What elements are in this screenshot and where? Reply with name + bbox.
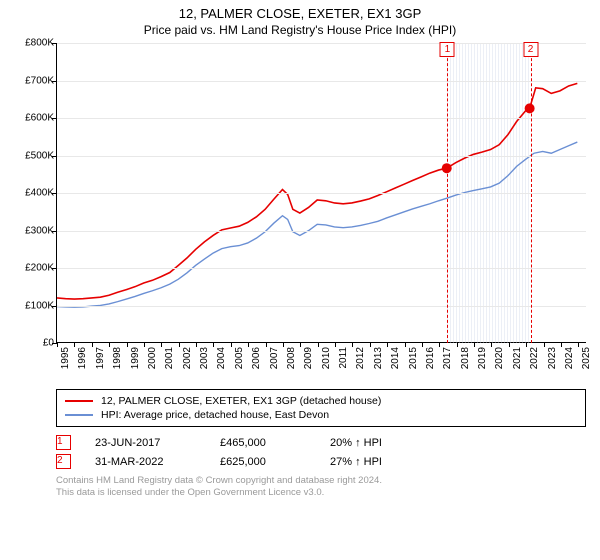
footer: Contains HM Land Registry data © Crown c… xyxy=(56,475,586,500)
y-tick-label: £300K xyxy=(25,225,54,236)
y-tick-label: £500K xyxy=(25,150,54,161)
x-tick-label: 1996 xyxy=(77,347,88,369)
x-tick-label: 2020 xyxy=(494,347,505,369)
legend-label: 12, PALMER CLOSE, EXETER, EX1 3GP (detac… xyxy=(101,395,381,407)
y-tick-label: £800K xyxy=(25,38,54,49)
legend-swatch xyxy=(65,414,93,416)
sale-hpi: 27% ↑ HPI xyxy=(330,456,470,468)
x-tick-label: 2014 xyxy=(390,347,401,369)
y-tick-label: £600K xyxy=(25,113,54,124)
x-tick-label: 2025 xyxy=(581,347,592,369)
plot: 12 xyxy=(56,43,586,343)
x-tick-label: 2006 xyxy=(251,347,262,369)
x-tick-label: 1997 xyxy=(95,347,106,369)
x-tick-label: 2010 xyxy=(321,347,332,369)
y-axis: £0£100K£200K£300K£400K£500K£600K£700K£80… xyxy=(10,43,56,343)
x-tick-label: 2011 xyxy=(338,347,349,369)
chart-title: 12, PALMER CLOSE, EXETER, EX1 3GP xyxy=(10,6,590,21)
y-tick-label: £400K xyxy=(25,188,54,199)
x-tick-label: 2021 xyxy=(512,347,523,369)
sale-row: 2 31-MAR-2022£625,00027% ↑ HPI xyxy=(56,454,586,469)
sale-marker-line xyxy=(531,43,532,343)
x-tick-label: 2016 xyxy=(425,347,436,369)
series-line xyxy=(57,83,577,299)
x-tick-label: 2001 xyxy=(164,347,175,369)
sale-marker-box: 2 xyxy=(523,42,538,57)
sales-table: 1 23-JUN-2017£465,00020% ↑ HPI 2 31-MAR-202… xyxy=(56,435,586,469)
x-tick-label: 2000 xyxy=(147,347,158,369)
x-tick-label: 2013 xyxy=(373,347,384,369)
legend: 12, PALMER CLOSE, EXETER, EX1 3GP (detac… xyxy=(56,389,586,427)
sale-price: £625,000 xyxy=(220,456,330,468)
x-tick-label: 1995 xyxy=(60,347,71,369)
footer-line: This data is licensed under the Open Gov… xyxy=(56,487,586,499)
x-tick-label: 2002 xyxy=(182,347,193,369)
legend-row: 12, PALMER CLOSE, EXETER, EX1 3GP (detac… xyxy=(65,394,577,408)
y-tick-label: £700K xyxy=(25,75,54,86)
x-tick-label: 2019 xyxy=(477,347,488,369)
chart-area: £0£100K£200K£300K£400K£500K£600K£700K£80… xyxy=(10,43,590,383)
x-tick-label: 2018 xyxy=(460,347,471,369)
footer-line: Contains HM Land Registry data © Crown c… xyxy=(56,475,586,487)
x-tick-label: 2005 xyxy=(234,347,245,369)
x-tick-label: 2024 xyxy=(564,347,575,369)
x-tick-label: 1999 xyxy=(130,347,141,369)
x-tick-label: 2009 xyxy=(303,347,314,369)
x-tick-label: 2007 xyxy=(269,347,280,369)
x-tick-label: 2017 xyxy=(442,347,453,369)
x-tick-label: 2004 xyxy=(216,347,227,369)
x-tick-label: 2003 xyxy=(199,347,210,369)
x-tick-label: 2008 xyxy=(286,347,297,369)
sale-index-box: 1 xyxy=(56,435,71,450)
x-tick-label: 2015 xyxy=(408,347,419,369)
x-tick-label: 2023 xyxy=(547,347,558,369)
chart-subtitle: Price paid vs. HM Land Registry's House … xyxy=(10,23,590,37)
legend-swatch xyxy=(65,400,93,402)
sale-index-box: 2 xyxy=(56,454,71,469)
series-line xyxy=(57,142,577,307)
legend-row: HPI: Average price, detached house, East… xyxy=(65,408,577,422)
y-tick-label: £100K xyxy=(25,300,54,311)
sale-price: £465,000 xyxy=(220,437,330,449)
y-tick-label: £200K xyxy=(25,263,54,274)
legend-label: HPI: Average price, detached house, East… xyxy=(101,409,329,421)
sale-marker-box: 1 xyxy=(440,42,455,57)
x-tick-label: 1998 xyxy=(112,347,123,369)
x-tick-label: 2012 xyxy=(355,347,366,369)
sale-hpi: 20% ↑ HPI xyxy=(330,437,470,449)
sale-date: 23-JUN-2017 xyxy=(95,437,220,449)
x-tick-label: 2022 xyxy=(529,347,540,369)
sale-date: 31-MAR-2022 xyxy=(95,456,220,468)
sale-marker-line xyxy=(447,43,448,343)
sale-row: 1 23-JUN-2017£465,00020% ↑ HPI xyxy=(56,435,586,450)
